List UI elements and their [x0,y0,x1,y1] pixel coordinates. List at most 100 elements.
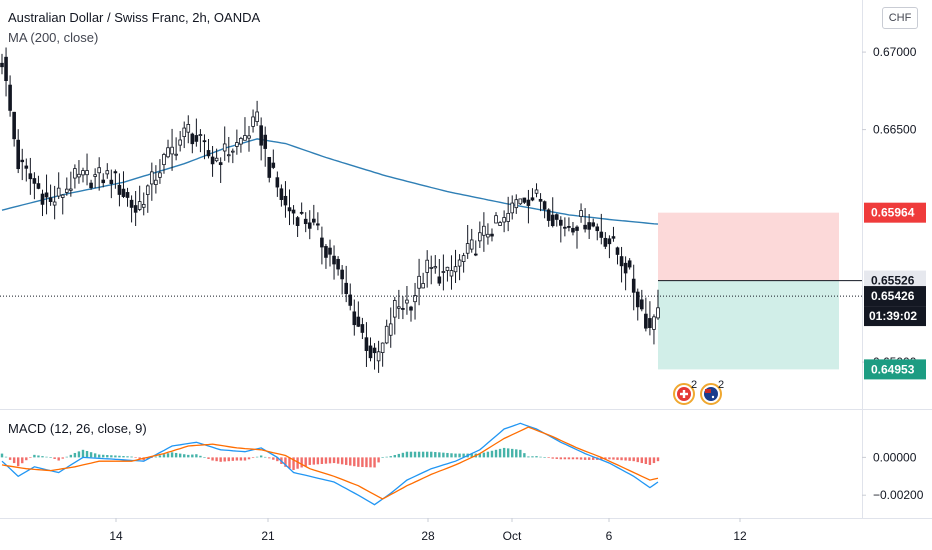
candle-up [514,199,519,209]
histogram-bar [640,457,644,464]
histogram-bar [336,457,340,464]
histogram-bar [604,457,607,460]
candle-down [635,291,640,308]
histogram-bar [150,457,154,458]
candle-up [441,271,446,273]
macd-lines [1,422,659,506]
candle-up [137,201,142,210]
histogram-bar [567,457,571,460]
candle-down [117,184,122,195]
histogram-bar [134,457,137,458]
current-price-label-text: 0.65426 [871,289,915,303]
candle-up [405,299,409,304]
currency-button[interactable]: CHF [882,7,918,29]
histogram-bar [41,456,44,458]
candle-down [202,140,207,143]
candle-down [559,219,563,226]
histogram-bar [33,454,36,458]
chart-title: Australian Dollar / Swiss Franc, 2h, OAN… [8,10,261,25]
candle-down [89,182,93,189]
time-axis[interactable]: 14 21 28 Oct 6 12 [109,518,747,543]
candle-up [73,168,77,179]
histogram-bar [170,452,174,458]
histogram-bar [539,456,542,458]
candle-up [198,134,203,136]
event-marker[interactable]: 2 [700,379,724,405]
histogram-bar [223,457,226,462]
candle-up [85,170,89,176]
histogram-bar [450,453,453,458]
take-profit-zone[interactable] [658,280,839,370]
histogram-bar [353,457,356,467]
histogram-bar [324,457,328,464]
histogram-bar [73,452,77,458]
histogram-bar [21,457,24,464]
event-marker[interactable]: 2 [673,379,697,405]
candle-up [162,154,166,166]
macd-tick-label: 0.00000 [873,450,917,464]
histogram-bar [385,456,388,458]
candle-down [8,84,12,111]
candle-down [312,218,316,223]
candle-down [271,162,276,168]
histogram-bar [122,456,125,458]
macd-axis[interactable]: 0.00000 −0.00200 [862,450,924,502]
histogram-bar [215,457,218,462]
candle-up [380,342,385,353]
histogram-bar [389,456,392,458]
histogram-bar [110,455,113,458]
time-tick-label: 28 [421,529,435,543]
stop-loss-zone[interactable] [658,212,839,281]
candle-up [486,233,490,238]
candle-up [461,255,466,262]
histogram-bar [462,453,465,458]
candle-up [166,147,170,158]
candle-down [473,253,478,256]
candle-down [567,226,571,228]
candle-up [506,212,510,222]
macd-indicator-label[interactable]: MACD (12, 26, close, 9) [8,421,147,436]
candle-down [121,188,126,197]
candle-down [591,222,596,227]
candle-down [101,179,106,184]
ma-indicator-label[interactable]: MA (200, close) [8,30,99,45]
risk-reward-tool[interactable] [658,212,862,370]
histogram-bar [130,456,133,458]
histogram-bar [478,453,482,458]
price-tick-label: 0.66500 [873,123,917,137]
candle-up [397,306,401,309]
candle-up [376,351,381,362]
histogram-bar [243,457,247,461]
candle-down [538,198,543,202]
candle-down [526,199,531,206]
candle-down [332,255,336,265]
histogram-bar [320,457,324,464]
signal-line [1,426,659,500]
histogram-bar [272,457,275,460]
candle-down [210,156,215,165]
candle-up [150,171,154,185]
histogram-bar [69,454,73,458]
flag-star [711,395,715,399]
candle-up [97,167,101,174]
candle-down [279,188,284,200]
candle-down [615,247,620,255]
candle-down [190,133,195,145]
candle-down [587,222,591,230]
histogram-bar [247,457,251,460]
histogram-bar [656,457,660,462]
histogram-bar [583,457,587,460]
histogram-bar [259,455,263,458]
histogram-bar [579,457,583,460]
candle-down [12,111,16,140]
candle-up [231,150,235,153]
histogram-bar [454,453,457,458]
histogram-bar [519,449,522,458]
histogram-bar [600,457,603,460]
candle-down [44,192,49,198]
candle-down [599,231,604,238]
event-count: 2 [718,379,724,391]
